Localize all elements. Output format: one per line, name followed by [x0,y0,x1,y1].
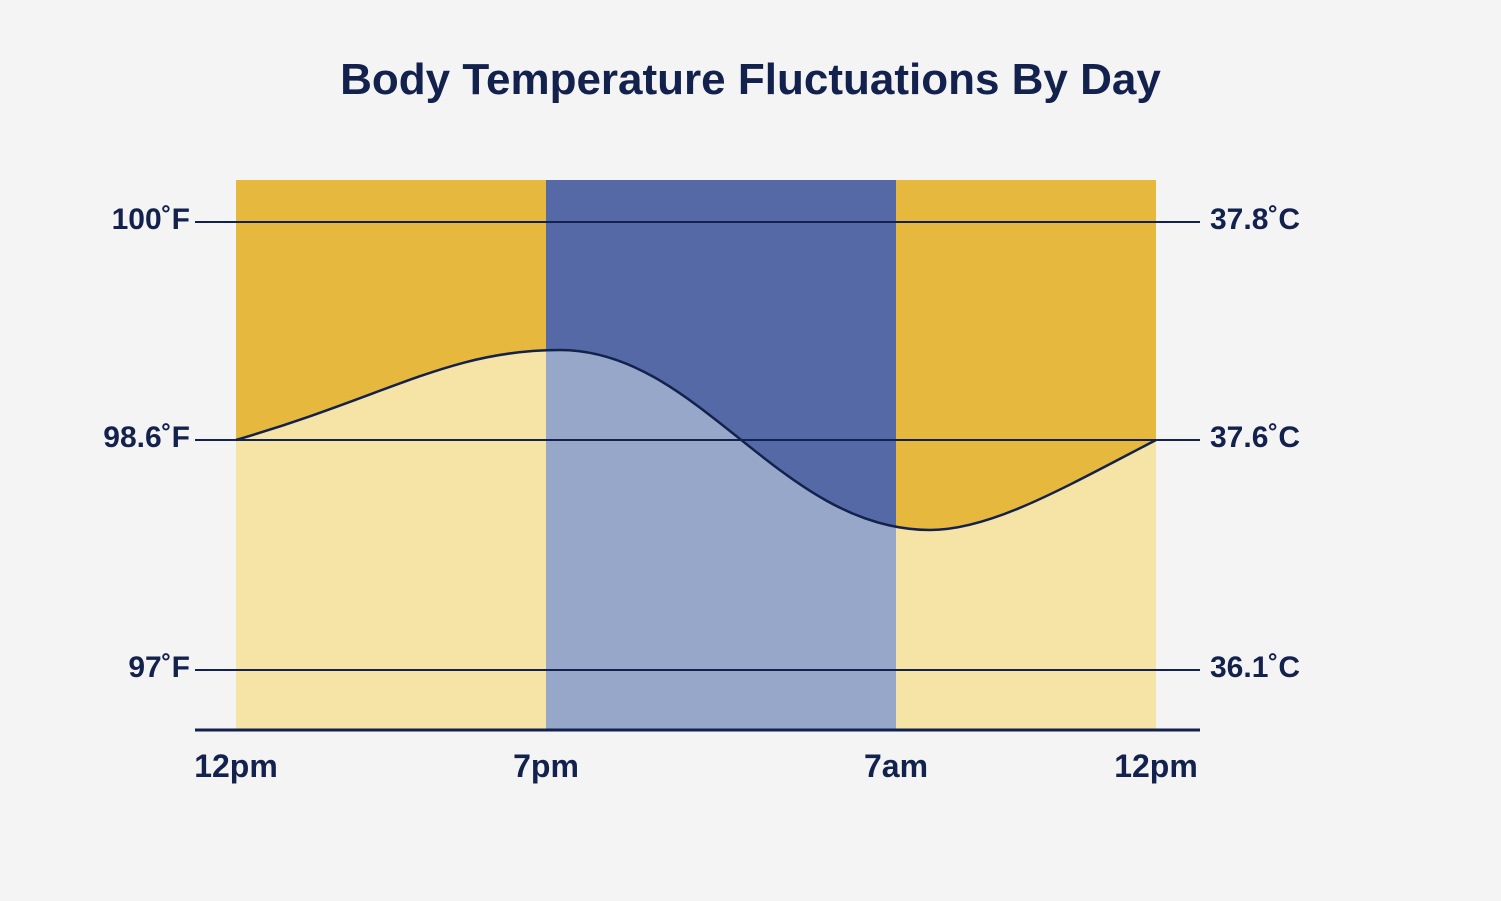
y-axis-left-label-2: 97˚F [128,651,190,685]
x-axis-label-0: 12pm [176,748,296,785]
y-axis-left-label-0: 100˚F [112,203,190,237]
x-axis-label-1: 7pm [486,748,606,785]
x-axis-label-2: 7am [836,748,956,785]
x-axis-label-3: 12pm [1096,748,1216,785]
y-axis-right-label-2: 36.1˚C [1210,651,1300,685]
y-axis-right-label-0: 37.8˚C [1210,203,1300,237]
y-axis-left-label-1: 98.6˚F [103,421,190,455]
y-axis-right-label-1: 37.6˚C [1210,421,1300,455]
